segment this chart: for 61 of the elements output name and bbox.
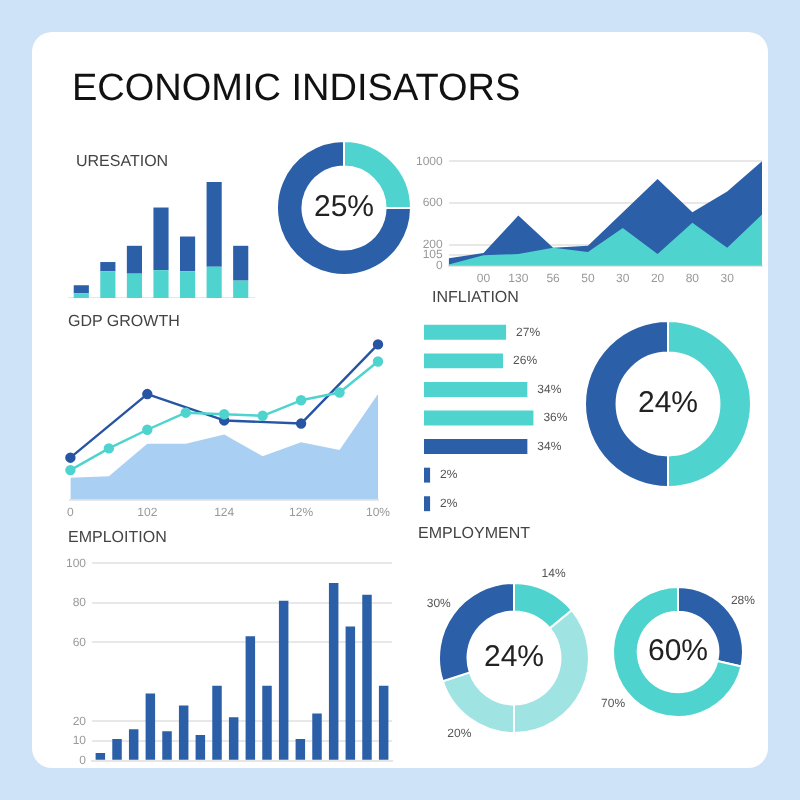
chart-title: URESATION — [76, 152, 171, 170]
text: 24% — [637, 386, 699, 421]
chart-title: GDP GROWTH — [68, 312, 182, 330]
point — [103, 443, 115, 454]
bar — [100, 271, 116, 298]
bar — [153, 207, 169, 271]
bar — [345, 626, 356, 760]
bar — [233, 280, 249, 298]
bar — [95, 752, 106, 760]
text: 60% — [647, 634, 709, 669]
point — [65, 464, 76, 476]
point — [65, 452, 76, 463]
point — [295, 418, 307, 429]
bar — [424, 410, 534, 426]
point — [372, 356, 384, 367]
bar — [328, 582, 339, 760]
bar — [424, 439, 528, 455]
bar — [126, 245, 142, 274]
bar — [278, 600, 289, 760]
bar — [424, 353, 504, 369]
point — [142, 388, 153, 400]
point — [334, 387, 345, 398]
chart-title: INFLIATION — [432, 288, 521, 306]
bar — [378, 685, 389, 760]
bar — [424, 381, 528, 397]
bar — [73, 285, 89, 294]
bar — [162, 731, 172, 760]
bar — [178, 705, 189, 760]
point — [257, 410, 268, 421]
bar — [212, 685, 222, 760]
point — [180, 407, 191, 418]
chart-title: EMPLOITION — [68, 528, 169, 546]
bar — [424, 467, 431, 483]
bar — [245, 636, 256, 760]
bar — [180, 236, 196, 272]
text: 25% — [313, 190, 375, 225]
text: ECONOMIC INDISATORS — [72, 68, 523, 112]
point — [372, 339, 384, 350]
bar — [228, 717, 239, 760]
bar — [424, 324, 507, 340]
bar — [128, 729, 139, 760]
bar — [126, 273, 142, 298]
bar — [206, 182, 222, 267]
bar — [180, 271, 196, 298]
bar — [262, 685, 272, 760]
bar — [145, 693, 156, 760]
bar — [424, 496, 431, 512]
bar — [153, 270, 169, 298]
bar — [206, 266, 222, 298]
bar — [295, 739, 306, 760]
chart-title: EMPLOYMENT — [418, 524, 533, 542]
bar — [195, 735, 206, 760]
bar — [362, 594, 372, 760]
text: 24% — [483, 640, 545, 675]
bar — [112, 739, 122, 760]
point — [142, 424, 153, 435]
point — [219, 409, 230, 420]
bar — [233, 245, 249, 281]
point — [295, 395, 307, 406]
bar — [312, 713, 322, 760]
bar — [100, 262, 116, 272]
